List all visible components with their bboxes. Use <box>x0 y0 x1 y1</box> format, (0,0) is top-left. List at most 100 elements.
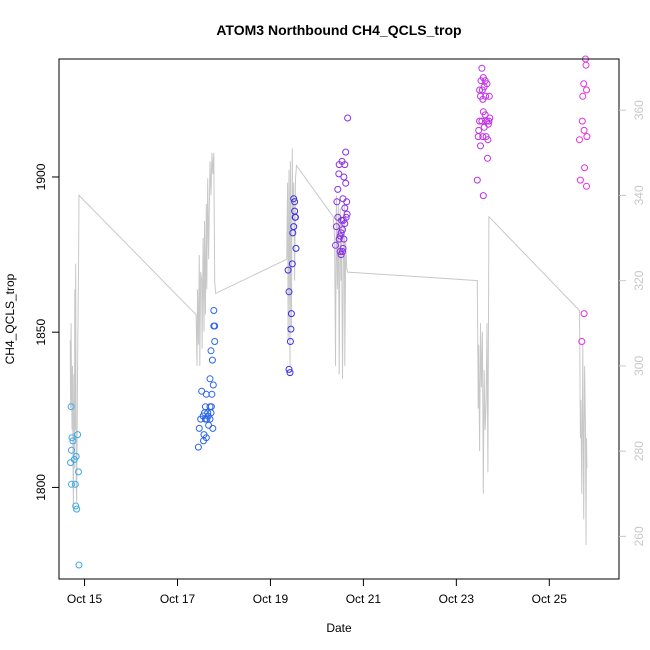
data-point <box>288 260 296 268</box>
data-point <box>338 157 346 165</box>
y2-axis: 260 280 300 320 340 360 <box>619 100 646 546</box>
data-point <box>207 403 215 411</box>
secondary-series-line <box>69 148 588 545</box>
data-point <box>482 133 490 141</box>
data-point <box>74 431 82 439</box>
data-point <box>580 126 588 134</box>
y-axis: 1800 1850 1900 <box>34 163 59 501</box>
data-point <box>332 223 340 231</box>
data-point <box>211 322 219 330</box>
data-point <box>342 148 350 156</box>
data-point <box>340 235 348 243</box>
data-point <box>583 182 590 190</box>
plot-frame <box>58 58 620 580</box>
data-point <box>576 136 583 144</box>
data-point <box>344 114 352 122</box>
data-point <box>580 310 588 318</box>
data-point <box>333 198 341 206</box>
data-point <box>75 561 83 569</box>
data-point <box>70 456 78 463</box>
x-tick-label: Oct 15 <box>67 592 103 606</box>
data-point <box>583 86 590 94</box>
data-point <box>71 480 79 488</box>
data-point <box>207 347 215 355</box>
data-point <box>475 126 483 134</box>
data-point <box>342 179 350 187</box>
x-tick-label: Oct 19 <box>253 592 289 606</box>
data-point <box>479 108 487 116</box>
y-tick-label: 1900 <box>34 163 48 190</box>
data-point <box>206 375 214 383</box>
data-point <box>477 142 484 150</box>
data-point <box>286 338 294 345</box>
y-axis-label: CH4_QCLS_trop <box>3 273 17 364</box>
data-point <box>476 117 484 125</box>
data-point <box>580 80 588 88</box>
data-point <box>578 338 586 345</box>
data-point <box>68 446 75 454</box>
data-point <box>479 133 487 141</box>
data-point <box>292 213 299 221</box>
data-point <box>343 210 351 218</box>
data-point <box>68 480 75 488</box>
data-point <box>292 244 300 252</box>
y-tick-label: 1800 <box>34 474 48 501</box>
x-tick-label: Oct 17 <box>160 592 196 606</box>
data-point <box>285 365 293 373</box>
data-point <box>334 185 342 193</box>
y2-tick-label: 360 <box>632 100 646 120</box>
data-point <box>209 424 217 432</box>
data-point <box>485 117 493 125</box>
data-point <box>485 92 493 100</box>
x-axis-label: Date <box>326 621 352 635</box>
data-point <box>75 468 82 476</box>
data-point <box>478 86 486 94</box>
y2-tick-label: 320 <box>632 270 646 290</box>
data-point <box>578 117 586 125</box>
data-point <box>340 173 348 181</box>
data-point <box>339 226 346 234</box>
data-point <box>581 164 589 172</box>
data-point <box>576 176 584 184</box>
data-point <box>478 117 486 125</box>
data-point <box>211 338 219 345</box>
data-point <box>204 409 212 417</box>
chart-title: ATOM3 Northbound CH4_QCLS_trop <box>216 22 461 38</box>
x-tick-label: Oct 21 <box>346 592 382 606</box>
data-point <box>335 235 343 243</box>
data-point <box>484 154 491 162</box>
data-point <box>210 307 218 314</box>
data-point <box>290 223 298 231</box>
data-point <box>202 434 210 442</box>
data-point <box>208 390 216 398</box>
data-point <box>72 502 80 510</box>
data-point <box>482 92 490 100</box>
data-point <box>341 220 349 227</box>
y-tick-label: 1850 <box>34 319 48 346</box>
y2-tick-label: 340 <box>632 185 646 205</box>
x-tick-label: Oct 25 <box>532 592 568 606</box>
data-point <box>209 381 217 389</box>
data-point <box>291 198 299 206</box>
data-point <box>583 133 591 141</box>
data-point <box>332 241 339 249</box>
data-point <box>285 288 293 296</box>
data-point <box>339 195 347 203</box>
y2-tick-label: 300 <box>632 356 646 376</box>
data-point <box>582 61 590 69</box>
data-point <box>67 403 75 411</box>
data-point <box>478 64 486 72</box>
x-axis: Oct 15 Oct 17 Oct 19 Oct 21 Oct 23 Oct 25 <box>67 579 567 606</box>
data-point <box>287 310 295 318</box>
secondary-line-layer <box>69 148 588 545</box>
data-point <box>195 424 203 432</box>
data-point <box>579 92 587 100</box>
data-point <box>483 80 491 88</box>
data-point <box>284 266 292 274</box>
x-tick-label: Oct 23 <box>439 592 475 606</box>
data-point <box>208 356 216 364</box>
data-point <box>194 443 202 451</box>
y2-tick-label: 280 <box>632 441 646 461</box>
data-point <box>341 204 349 212</box>
